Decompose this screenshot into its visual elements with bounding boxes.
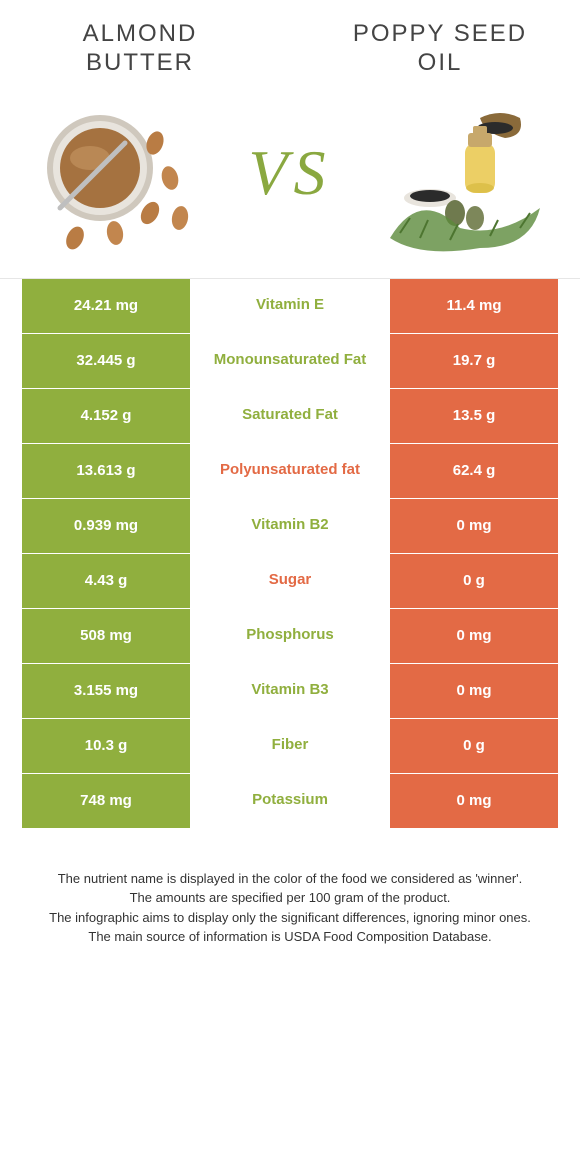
table-row: 508 mgPhosphorus0 mg bbox=[22, 609, 558, 664]
right-title: Poppy seed oil bbox=[340, 20, 540, 78]
nutrient-label: Vitamin B3 bbox=[190, 664, 390, 718]
table-row: 10.3 gFiber0 g bbox=[22, 719, 558, 774]
right-value: 0 mg bbox=[390, 499, 558, 553]
table-row: 32.445 gMonounsaturated Fat19.7 g bbox=[22, 334, 558, 389]
right-value: 11.4 mg bbox=[390, 279, 558, 333]
footer-line-2: The amounts are specified per 100 gram o… bbox=[30, 888, 550, 908]
footer-notes: The nutrient name is displayed in the co… bbox=[0, 829, 580, 987]
nutrient-label: Sugar bbox=[190, 554, 390, 608]
right-value: 19.7 g bbox=[390, 334, 558, 388]
left-value: 3.155 mg bbox=[22, 664, 190, 718]
left-value: 0.939 mg bbox=[22, 499, 190, 553]
table-row: 4.43 gSugar0 g bbox=[22, 554, 558, 609]
nutrient-label: Vitamin E bbox=[190, 279, 390, 333]
footer-line-3: The infographic aims to display only the… bbox=[30, 908, 550, 928]
left-value: 748 mg bbox=[22, 774, 190, 828]
table-row: 3.155 mgVitamin B30 mg bbox=[22, 664, 558, 719]
right-value: 13.5 g bbox=[390, 389, 558, 443]
footer-line-1: The nutrient name is displayed in the co… bbox=[30, 869, 550, 889]
nutrient-label: Vitamin B2 bbox=[190, 499, 390, 553]
right-value: 0 mg bbox=[390, 664, 558, 718]
left-value: 10.3 g bbox=[22, 719, 190, 773]
nutrient-label: Phosphorus bbox=[190, 609, 390, 663]
right-value: 0 mg bbox=[390, 609, 558, 663]
table-row: 0.939 mgVitamin B20 mg bbox=[22, 499, 558, 554]
table-row: 24.21 mgVitamin E11.4 mg bbox=[22, 279, 558, 334]
left-value: 4.43 g bbox=[22, 554, 190, 608]
left-food-image bbox=[30, 88, 200, 258]
right-value: 0 g bbox=[390, 719, 558, 773]
hero-row: VS bbox=[0, 88, 580, 278]
left-value: 4.152 g bbox=[22, 389, 190, 443]
comparison-infographic: Almond Butter Poppy seed oil VS bbox=[0, 0, 580, 987]
nutrient-table: 24.21 mgVitamin E11.4 mg32.445 gMonounsa… bbox=[0, 278, 580, 829]
nutrient-label: Polyunsaturated fat bbox=[190, 444, 390, 498]
table-row: 4.152 gSaturated Fat13.5 g bbox=[22, 389, 558, 444]
right-food-image bbox=[380, 88, 550, 258]
table-row: 748 mgPotassium0 mg bbox=[22, 774, 558, 829]
right-value: 0 g bbox=[390, 554, 558, 608]
nutrient-label: Monounsaturated Fat bbox=[190, 334, 390, 388]
left-value: 24.21 mg bbox=[22, 279, 190, 333]
right-value: 0 mg bbox=[390, 774, 558, 828]
nutrient-label: Fiber bbox=[190, 719, 390, 773]
nutrient-label: Potassium bbox=[190, 774, 390, 828]
vs-label: VS bbox=[248, 136, 331, 210]
right-value: 62.4 g bbox=[390, 444, 558, 498]
left-value: 508 mg bbox=[22, 609, 190, 663]
left-title: Almond Butter bbox=[40, 20, 240, 78]
table-row: 13.613 gPolyunsaturated fat62.4 g bbox=[22, 444, 558, 499]
left-value: 32.445 g bbox=[22, 334, 190, 388]
left-value: 13.613 g bbox=[22, 444, 190, 498]
footer-line-4: The main source of information is USDA F… bbox=[30, 927, 550, 947]
nutrient-label: Saturated Fat bbox=[190, 389, 390, 443]
titles-row: Almond Butter Poppy seed oil bbox=[0, 0, 580, 88]
